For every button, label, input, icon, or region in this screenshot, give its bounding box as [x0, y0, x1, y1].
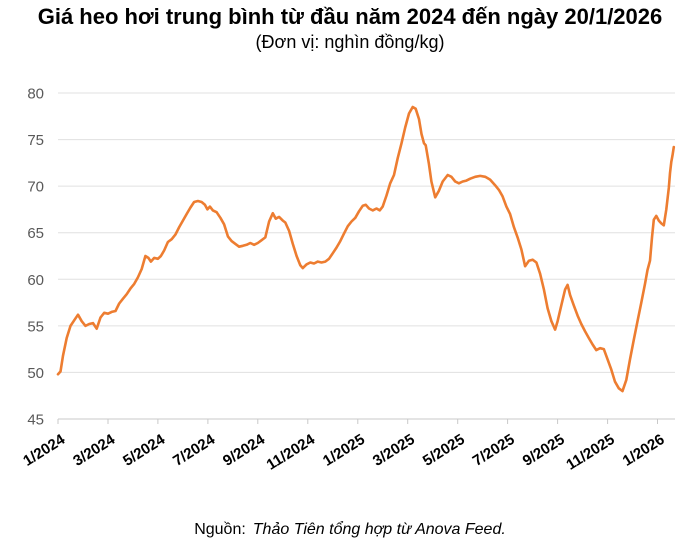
x-tick-label: 5/2025	[420, 431, 468, 470]
x-tick-label: 9/2024	[220, 431, 268, 470]
source-label: Nguồn:	[194, 521, 246, 538]
y-tick-label: 70	[27, 179, 44, 196]
y-tick-label: 50	[27, 365, 44, 382]
x-tick-label: 7/2024	[170, 431, 218, 470]
y-tick-label: 75	[27, 132, 44, 149]
x-tick-label: 9/2025	[520, 431, 568, 470]
y-tick-label: 60	[27, 272, 44, 289]
x-tick-label: 1/2024	[20, 431, 68, 470]
chart-subtitle: (Đơn vị: nghìn đồng/kg)	[255, 32, 445, 52]
y-tick-label: 80	[27, 86, 44, 103]
y-tick-label: 65	[27, 225, 44, 242]
y-tick-label: 55	[27, 318, 44, 335]
x-tick-label: 11/2025	[563, 431, 617, 474]
chart-title: Giá heo hơi trung bình từ đầu năm 2024 đ…	[37, 4, 663, 29]
x-tick-label: 11/2024	[264, 431, 319, 474]
x-tick-label: 5/2024	[120, 431, 168, 470]
x-tick-label: 7/2025	[470, 431, 518, 470]
x-tick-label: 1/2026	[620, 431, 668, 470]
price-line	[56, 105, 676, 393]
source-note: Nguồn: Thảo Tiên tổng hợp từ Anova Feed.	[0, 519, 700, 541]
x-tick-label: 3/2024	[70, 431, 118, 470]
source-text: Thảo Tiên tổng hợp từ Anova Feed.	[252, 521, 506, 538]
x-tick-label: 3/2025	[370, 431, 418, 470]
x-tick-label: 1/2025	[320, 431, 368, 470]
y-tick-label: 45	[27, 412, 44, 429]
